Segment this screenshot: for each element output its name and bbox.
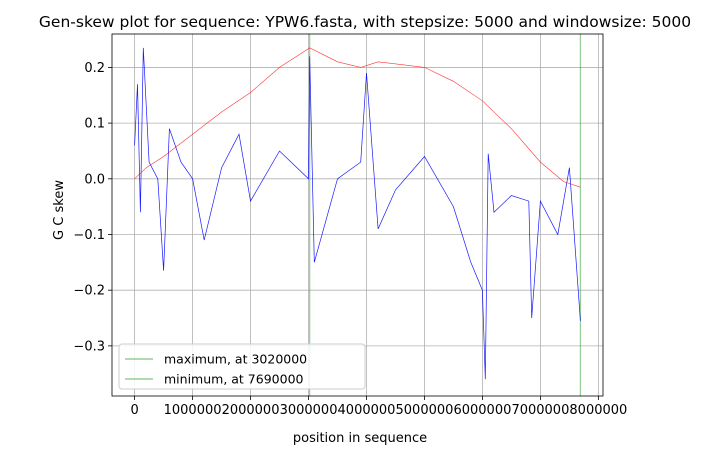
gc-skew-series-line (134, 47, 581, 380)
series-lines (134, 47, 581, 380)
y-tick-label: 0.0 (84, 172, 105, 187)
x-tick-label: 3000000 (280, 403, 338, 418)
x-tick-label: 2000000 (222, 403, 280, 418)
x-axis-label: position in sequence (293, 431, 427, 446)
x-tick-label: 8000000 (569, 403, 627, 418)
axis-ticks: 0 1000000 2000000 3000000 4000000 5000000 6000… (73, 61, 627, 418)
chart-title: Gen-skew plot for sequence: YPW6.fasta, … (39, 13, 691, 31)
x-tick-label: 5000000 (396, 403, 454, 418)
cumulative-skew-series-line (134, 47, 581, 188)
y-tick-label: −0.3 (73, 339, 105, 354)
x-tick-label: 0 (130, 403, 138, 418)
legend-entry-label: minimum, at 7690000 (164, 372, 304, 387)
legend: maximum, at 3020000 minimum, at 7690000 (118, 343, 366, 390)
x-tick-label: 6000000 (453, 403, 511, 418)
y-tick-label: 0.2 (84, 61, 105, 76)
x-tick-label: 7000000 (511, 403, 569, 418)
extremum-markers (309, 34, 581, 396)
x-tick-label: 1000000 (164, 403, 222, 418)
legend-entry-label: maximum, at 3020000 (164, 352, 307, 367)
y-tick-label: −0.2 (73, 284, 105, 299)
y-axis-label: G C skew (52, 180, 67, 240)
grid-lines (112, 34, 603, 396)
y-tick-label: −0.1 (73, 228, 105, 243)
y-tick-label: 0.1 (84, 117, 105, 132)
x-tick-label: 4000000 (338, 403, 396, 418)
plot-frame (111, 33, 604, 397)
legend-box (118, 343, 366, 390)
